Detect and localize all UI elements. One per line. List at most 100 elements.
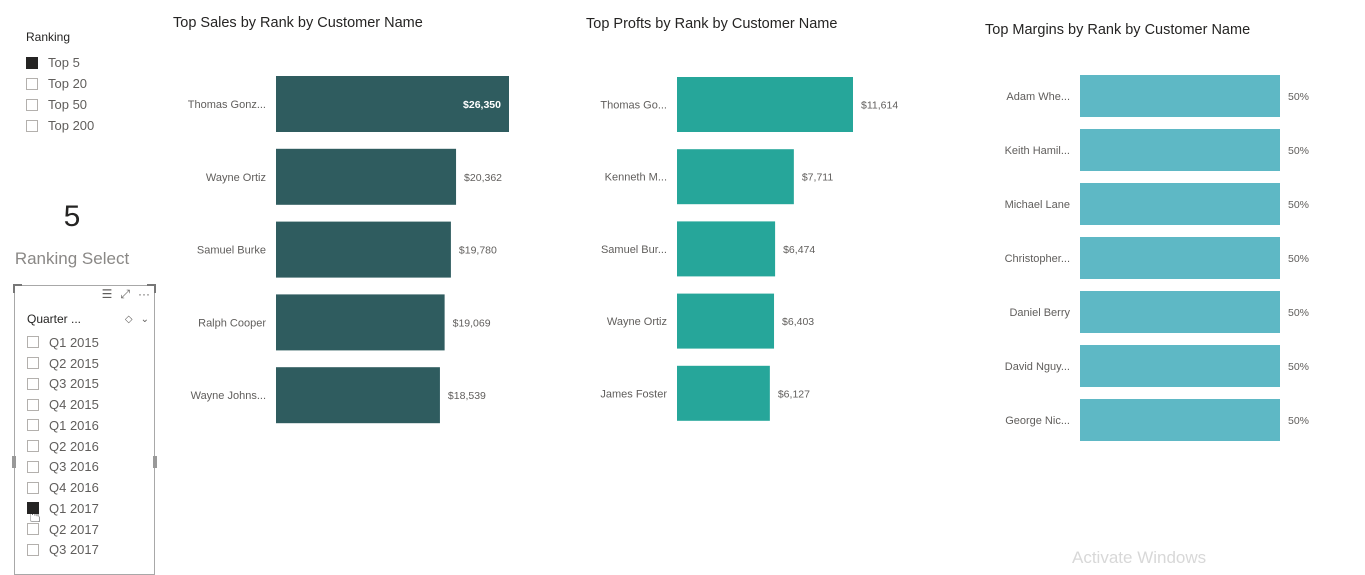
ranking-option-top-5[interactable]: Top 5 bbox=[26, 52, 94, 73]
bar[interactable] bbox=[276, 148, 457, 205]
quarter-slicer[interactable]: ☰ ⤢ ··· Quarter ... ◇ ⌄ Q1 2015 Q2 2015 … bbox=[12, 284, 157, 575]
chevron-down-icon[interactable]: ⌄ bbox=[140, 313, 149, 325]
category-label: Daniel Berry bbox=[1009, 307, 1070, 319]
bar[interactable] bbox=[1080, 183, 1280, 225]
quarter-option-label: Q3 2016 bbox=[49, 459, 99, 475]
drag-handle-icon[interactable]: ☰ bbox=[101, 287, 113, 301]
more-options-icon[interactable]: ··· bbox=[138, 287, 150, 301]
category-label: Ralph Cooper bbox=[198, 317, 266, 329]
quarter-option-label: Q2 2016 bbox=[49, 438, 99, 454]
quarter-option-label: Q3 2015 bbox=[49, 376, 99, 392]
data-label: $11,614 bbox=[861, 100, 898, 112]
checkbox[interactable] bbox=[27, 336, 39, 349]
bar[interactable] bbox=[1080, 399, 1280, 441]
data-label: $19,780 bbox=[459, 245, 497, 257]
data-label: $19,069 bbox=[453, 317, 491, 329]
ranking-option-label: Top 200 bbox=[48, 118, 95, 133]
checkbox[interactable] bbox=[27, 502, 39, 515]
quarter-option[interactable]: Q2 2016 bbox=[27, 436, 99, 457]
quarter-option[interactable]: Q3 2016 bbox=[27, 457, 99, 478]
visual-toolbar: ☰ ⤢ ··· bbox=[102, 286, 150, 302]
resize-corner[interactable] bbox=[147, 284, 156, 293]
bar[interactable] bbox=[677, 149, 794, 205]
chart-title-sales: Top Sales by Rank by Customer Name bbox=[173, 15, 423, 31]
checkbox[interactable] bbox=[27, 523, 39, 536]
resize-handle[interactable] bbox=[153, 456, 157, 468]
quarter-option-label: Q4 2016 bbox=[49, 480, 99, 496]
ranking-option-top-20[interactable]: Top 20 bbox=[26, 73, 94, 94]
margins-bar-chart: Adam Whe... 50% Keith Hamil... 50% Michael L… bbox=[1005, 75, 1309, 441]
quarter-option-label: Q4 2015 bbox=[49, 397, 99, 413]
data-label: $6,127 bbox=[778, 388, 810, 400]
data-label: 50% bbox=[1288, 253, 1309, 265]
quarter-option[interactable]: Q1 2015 bbox=[27, 332, 99, 353]
quarter-option[interactable]: Q3 2015 bbox=[27, 374, 99, 395]
data-label: 50% bbox=[1288, 361, 1309, 373]
checkbox[interactable] bbox=[27, 419, 39, 432]
ranking-option-top-50[interactable]: Top 50 bbox=[26, 94, 94, 115]
data-label: $6,474 bbox=[783, 244, 815, 256]
data-label: $20,362 bbox=[464, 172, 502, 184]
resize-corner[interactable] bbox=[13, 284, 22, 293]
category-label: Thomas Go... bbox=[600, 100, 667, 112]
bar[interactable] bbox=[1080, 129, 1280, 171]
bar[interactable] bbox=[276, 367, 440, 424]
checkbox[interactable] bbox=[26, 56, 38, 69]
quarter-option[interactable]: Q1 2016 bbox=[27, 415, 99, 436]
checkbox[interactable] bbox=[27, 377, 39, 390]
category-label: George Nic... bbox=[1005, 415, 1070, 427]
resize-handle[interactable] bbox=[12, 456, 16, 468]
checkbox[interactable] bbox=[26, 77, 38, 90]
data-label: 50% bbox=[1288, 307, 1309, 319]
quarter-option[interactable]: Q3 2017 bbox=[27, 540, 99, 561]
profits-bar-chart: Thomas Go... $11,614 Kenneth M... $7,711 Sam… bbox=[600, 77, 898, 421]
ranking-option-label: Top 50 bbox=[48, 97, 88, 112]
clear-selection-icon[interactable]: ◇ bbox=[124, 313, 133, 325]
data-label: $7,711 bbox=[802, 172, 833, 184]
quarter-option[interactable]: Q4 2015 bbox=[27, 394, 99, 415]
category-label: Samuel Bur... bbox=[601, 244, 667, 256]
bar[interactable] bbox=[276, 221, 451, 278]
category-label: Wayne Ortiz bbox=[206, 172, 266, 184]
quarter-slicer-header: Quarter ... ◇ ⌄ bbox=[27, 312, 149, 326]
quarter-option[interactable]: Q2 2015 bbox=[27, 353, 99, 374]
data-label: $18,539 bbox=[448, 390, 486, 402]
checkbox[interactable] bbox=[26, 119, 38, 132]
quarter-option[interactable]: Q4 2016 bbox=[27, 477, 99, 498]
ranking-option-top-200[interactable]: Top 200 bbox=[26, 115, 94, 136]
bar[interactable] bbox=[276, 294, 445, 351]
bar[interactable] bbox=[677, 293, 775, 349]
checkbox[interactable] bbox=[26, 98, 38, 111]
quarter-option-label: Q1 2017 bbox=[49, 500, 99, 516]
category-label: Christopher... bbox=[1005, 253, 1070, 265]
checkbox[interactable] bbox=[27, 481, 39, 494]
bar[interactable] bbox=[1080, 291, 1280, 333]
checkbox[interactable] bbox=[27, 460, 39, 473]
focus-mode-icon[interactable]: ⤢ bbox=[120, 287, 130, 301]
checkbox[interactable] bbox=[27, 543, 39, 556]
bar[interactable] bbox=[677, 77, 853, 132]
bar[interactable] bbox=[276, 76, 509, 132]
bar[interactable] bbox=[677, 365, 770, 421]
category-label: Wayne Johns... bbox=[191, 390, 266, 402]
checkbox[interactable] bbox=[27, 398, 39, 411]
ranking-slicer-title: Ranking bbox=[26, 30, 71, 44]
bar[interactable] bbox=[1080, 237, 1280, 279]
category-label: Samuel Burke bbox=[197, 245, 266, 257]
quarter-option[interactable]: Q2 2017 bbox=[27, 519, 99, 540]
category-label: Keith Hamil... bbox=[1005, 145, 1070, 157]
ranking-slicer: Top 5 Top 20 Top 50 Top 200 bbox=[26, 52, 94, 136]
bar[interactable] bbox=[1080, 345, 1280, 387]
checkbox[interactable] bbox=[27, 357, 39, 370]
ranking-option-label: Top 5 bbox=[48, 55, 80, 70]
quarter-option-label: Q2 2015 bbox=[49, 355, 99, 371]
activate-windows-watermark: Activate Windows bbox=[1072, 548, 1207, 567]
quarter-option[interactable]: Q1 2017 bbox=[27, 498, 99, 519]
quarter-option-label: Q1 2015 bbox=[49, 334, 99, 350]
bar[interactable] bbox=[677, 221, 776, 277]
category-label: Adam Whe... bbox=[1006, 91, 1070, 103]
checkbox[interactable] bbox=[27, 440, 39, 453]
bar[interactable] bbox=[1080, 75, 1280, 117]
category-label: James Foster bbox=[600, 388, 667, 400]
ranking-option-label: Top 20 bbox=[48, 76, 88, 91]
